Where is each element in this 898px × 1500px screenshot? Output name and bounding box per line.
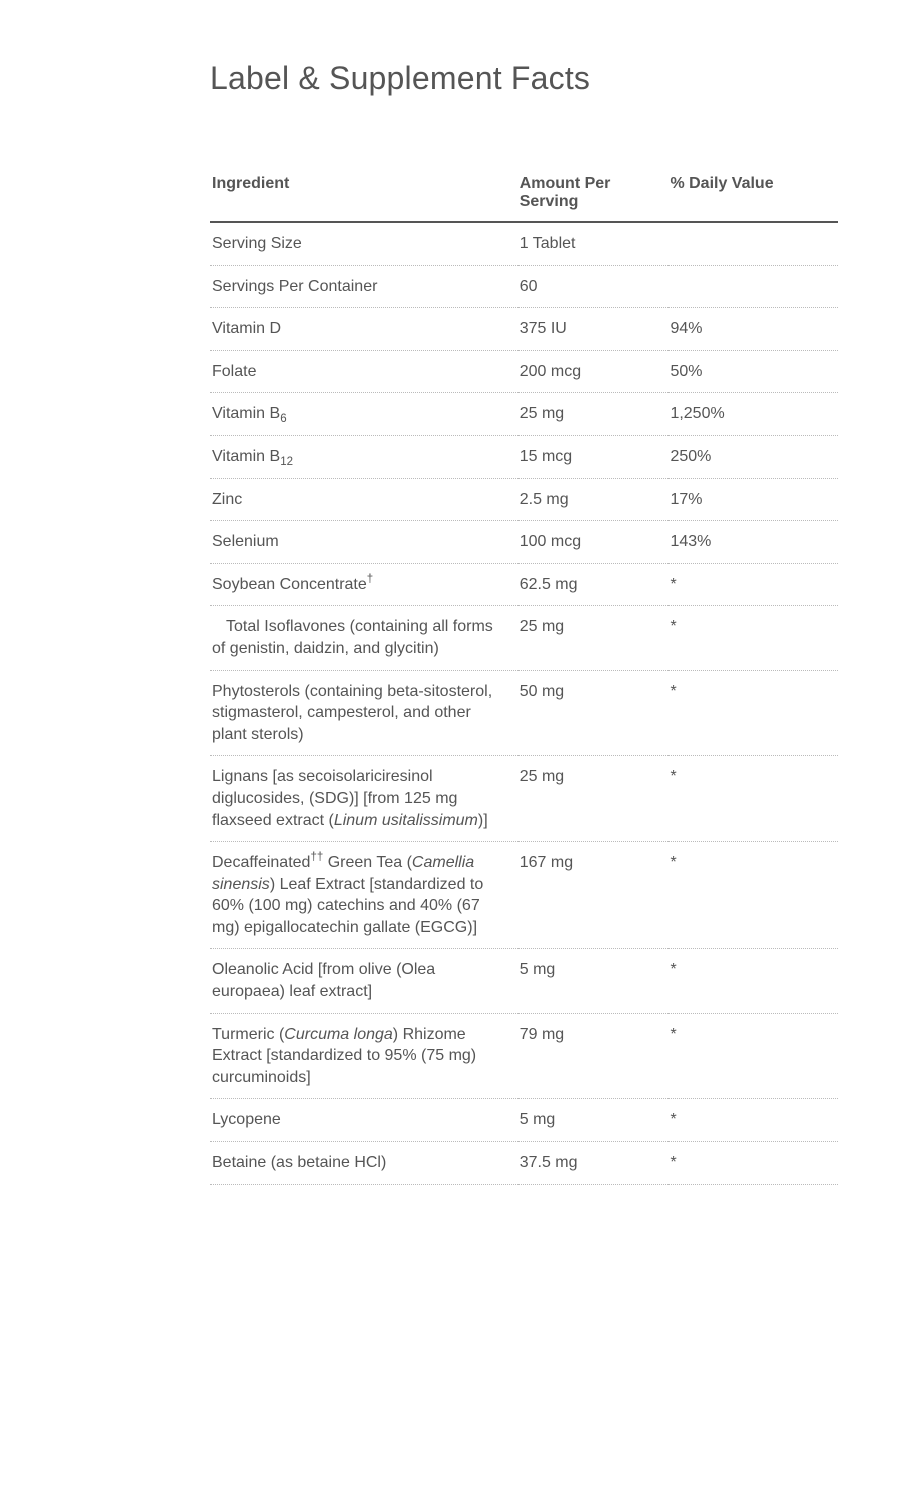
table-row: Betaine (as betaine HCl)37.5 mg* bbox=[210, 1142, 838, 1185]
cell-amount: 50 mg bbox=[518, 670, 669, 756]
cell-ingredient: Vitamin D bbox=[210, 308, 518, 351]
table-row: Selenium100 mcg143% bbox=[210, 521, 838, 564]
table-row: Soybean Concentrate†62.5 mg* bbox=[210, 563, 838, 606]
cell-ingredient: Total Isoflavones (containing all forms … bbox=[210, 606, 518, 670]
cell-amount: 5 mg bbox=[518, 1099, 669, 1142]
table-row: Vitamin B1215 mcg250% bbox=[210, 435, 838, 478]
cell-amount: 100 mcg bbox=[518, 521, 669, 564]
cell-daily-value: 50% bbox=[668, 350, 838, 393]
table-row: Turmeric (Curcuma longa) Rhizome Extract… bbox=[210, 1013, 838, 1099]
cell-daily-value: 143% bbox=[668, 521, 838, 564]
cell-ingredient: Oleanolic Acid [from olive (Olea europae… bbox=[210, 949, 518, 1013]
table-row: Oleanolic Acid [from olive (Olea europae… bbox=[210, 949, 838, 1013]
col-header-dv: % Daily Value bbox=[668, 167, 838, 222]
table-row: Servings Per Container60 bbox=[210, 265, 838, 308]
cell-amount: 60 bbox=[518, 265, 669, 308]
cell-ingredient: Betaine (as betaine HCl) bbox=[210, 1142, 518, 1185]
table-row: Folate200 mcg50% bbox=[210, 350, 838, 393]
cell-amount: 25 mg bbox=[518, 756, 669, 842]
cell-daily-value: * bbox=[668, 670, 838, 756]
cell-ingredient: Phytosterols (containing beta-sitosterol… bbox=[210, 670, 518, 756]
cell-daily-value: * bbox=[668, 842, 838, 949]
cell-daily-value: * bbox=[668, 1099, 838, 1142]
cell-daily-value: * bbox=[668, 1142, 838, 1185]
cell-daily-value bbox=[668, 222, 838, 265]
page: Label & Supplement Facts Ingredient Amou… bbox=[0, 0, 898, 1245]
cell-amount: 25 mg bbox=[518, 606, 669, 670]
col-header-amount: Amount Per Serving bbox=[518, 167, 669, 222]
table-row: Vitamin B625 mg1,250% bbox=[210, 393, 838, 436]
cell-daily-value: * bbox=[668, 1013, 838, 1099]
cell-amount: 37.5 mg bbox=[518, 1142, 669, 1185]
cell-ingredient: Soybean Concentrate† bbox=[210, 563, 518, 606]
cell-ingredient: Lignans [as secoisolariciresinol digluco… bbox=[210, 756, 518, 842]
cell-ingredient: Turmeric (Curcuma longa) Rhizome Extract… bbox=[210, 1013, 518, 1099]
table-row: Vitamin D375 IU94% bbox=[210, 308, 838, 351]
cell-amount: 167 mg bbox=[518, 842, 669, 949]
cell-ingredient: Lycopene bbox=[210, 1099, 518, 1142]
table-row: Zinc2.5 mg17% bbox=[210, 478, 838, 521]
table-header-row: Ingredient Amount Per Serving % Daily Va… bbox=[210, 167, 838, 222]
cell-ingredient: Serving Size bbox=[210, 222, 518, 265]
cell-daily-value: 1,250% bbox=[668, 393, 838, 436]
cell-amount: 200 mcg bbox=[518, 350, 669, 393]
cell-amount: 1 Tablet bbox=[518, 222, 669, 265]
cell-daily-value: 17% bbox=[668, 478, 838, 521]
cell-daily-value: * bbox=[668, 756, 838, 842]
cell-amount: 62.5 mg bbox=[518, 563, 669, 606]
col-header-ingredient: Ingredient bbox=[210, 167, 518, 222]
cell-ingredient: Vitamin B12 bbox=[210, 435, 518, 478]
table-row: Phytosterols (containing beta-sitosterol… bbox=[210, 670, 838, 756]
cell-ingredient: Servings Per Container bbox=[210, 265, 518, 308]
cell-ingredient: Zinc bbox=[210, 478, 518, 521]
cell-ingredient: Folate bbox=[210, 350, 518, 393]
cell-daily-value: * bbox=[668, 563, 838, 606]
cell-ingredient: Selenium bbox=[210, 521, 518, 564]
cell-amount: 25 mg bbox=[518, 393, 669, 436]
cell-daily-value: 94% bbox=[668, 308, 838, 351]
table-row: Total Isoflavones (containing all forms … bbox=[210, 606, 838, 670]
table-row: Serving Size1 Tablet bbox=[210, 222, 838, 265]
cell-daily-value bbox=[668, 265, 838, 308]
cell-ingredient: Vitamin B6 bbox=[210, 393, 518, 436]
cell-amount: 15 mcg bbox=[518, 435, 669, 478]
cell-amount: 375 IU bbox=[518, 308, 669, 351]
cell-amount: 79 mg bbox=[518, 1013, 669, 1099]
cell-daily-value: * bbox=[668, 949, 838, 1013]
cell-ingredient: Decaffeinated†† Green Tea (Camellia sine… bbox=[210, 842, 518, 949]
table-body: Serving Size1 TabletServings Per Contain… bbox=[210, 222, 838, 1184]
table-row: Decaffeinated†† Green Tea (Camellia sine… bbox=[210, 842, 838, 949]
cell-daily-value: * bbox=[668, 606, 838, 670]
cell-amount: 2.5 mg bbox=[518, 478, 669, 521]
cell-daily-value: 250% bbox=[668, 435, 838, 478]
cell-amount: 5 mg bbox=[518, 949, 669, 1013]
page-title: Label & Supplement Facts bbox=[210, 60, 838, 97]
table-row: Lignans [as secoisolariciresinol digluco… bbox=[210, 756, 838, 842]
supplement-facts-table: Ingredient Amount Per Serving % Daily Va… bbox=[210, 167, 838, 1185]
table-row: Lycopene5 mg* bbox=[210, 1099, 838, 1142]
